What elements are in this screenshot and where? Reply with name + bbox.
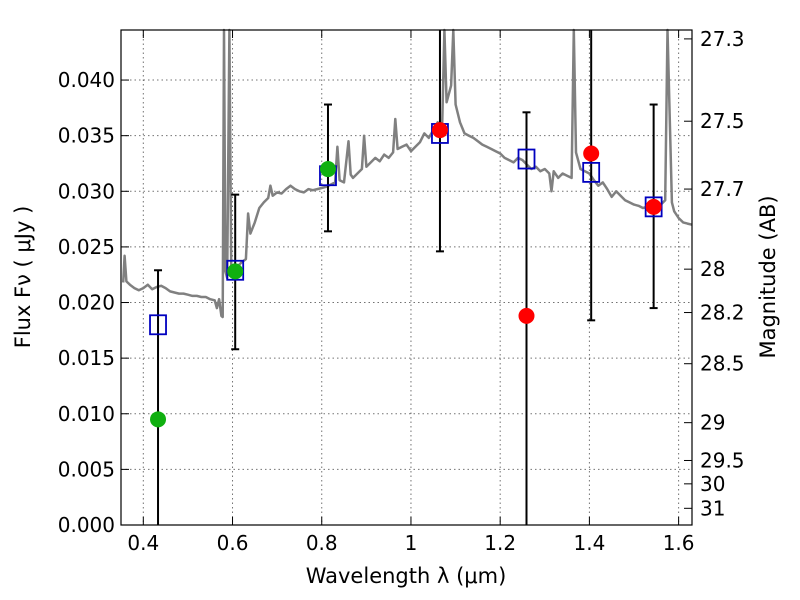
plot-frame	[120, 29, 693, 526]
mag-tick-label: 29.5	[700, 448, 745, 472]
grid	[121, 30, 692, 526]
y-tick-label: 0.040	[58, 68, 115, 92]
mag-tick-label: 27.5	[700, 109, 745, 133]
mag-tick-label: 28.2	[700, 301, 745, 325]
model-square-point	[226, 259, 245, 281]
x-tick-label: 0.4	[127, 531, 159, 555]
x-tick-label: 1.4	[573, 531, 605, 555]
y-tick-label: 0.035	[58, 124, 115, 148]
x-tick-label: 0.6	[217, 531, 249, 555]
y-tick-label: 0.015	[58, 346, 115, 370]
y-tick-label: 0.030	[58, 179, 115, 203]
red-data-point	[645, 198, 662, 215]
model-square-point	[582, 161, 601, 183]
y-tick-label: 0.010	[58, 402, 115, 426]
observed-point-series	[150, 122, 662, 428]
y-tick-label: 0.000	[58, 513, 115, 537]
mag-tick-label: 29	[700, 411, 725, 435]
mag-tick-label: 30	[700, 472, 725, 496]
mag-tick-label: 31	[700, 496, 725, 520]
mag-tick-label: 27.3	[700, 27, 745, 51]
x-axis-label: Wavelength λ (μm)	[306, 564, 507, 588]
y-axis-label: Flux Fν ( μJy )	[11, 206, 35, 349]
spectrum-series	[121, 28, 693, 319]
red-data-point	[518, 307, 535, 324]
x-tick-label: 1	[405, 531, 418, 555]
axes: 0.4 0.6 0.8 1 1.2 1.4 1.6 0.000 0.005 0.010 0.015 0…	[58, 27, 745, 555]
spectrum-line	[121, 28, 693, 319]
x-tick-label: 1.6	[663, 531, 695, 555]
green-data-point	[227, 263, 244, 280]
red-data-point	[583, 145, 600, 162]
green-data-point	[319, 161, 336, 178]
y-tick-label: 0.020	[58, 291, 115, 315]
y-tick-label: 0.005	[58, 457, 115, 481]
mag-tick-label: 27.7	[700, 177, 745, 201]
x-tick-label: 1.2	[484, 531, 516, 555]
red-data-point	[431, 122, 448, 139]
y2-axis-label: Magnitude (AB)	[756, 195, 780, 358]
mag-tick-label: 28.5	[700, 352, 745, 376]
model-square-point	[149, 314, 167, 336]
green-data-point	[150, 411, 167, 428]
model-square-point	[517, 148, 536, 170]
x-tick-label: 0.8	[306, 531, 338, 555]
y-tick-label: 0.025	[58, 235, 115, 259]
mag-tick-label: 28	[700, 257, 725, 281]
